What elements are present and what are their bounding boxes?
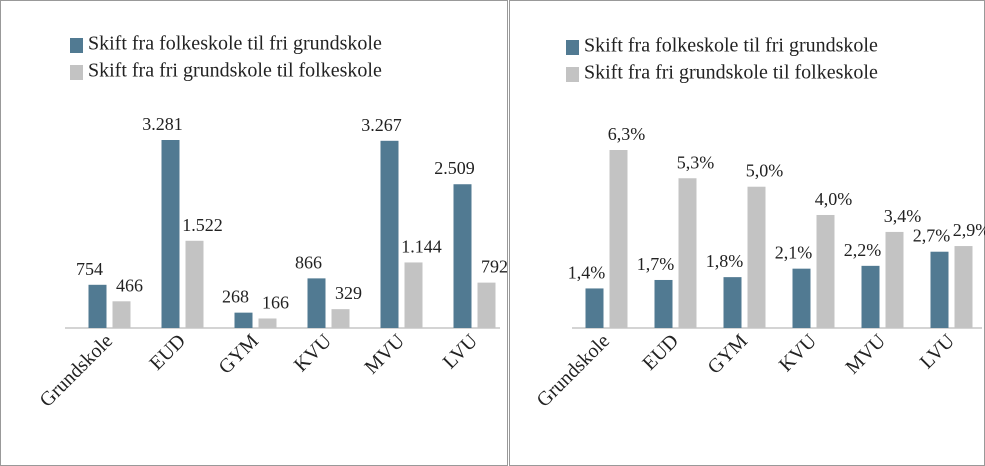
data-label: 329 [335,283,362,303]
bar [234,312,253,328]
bar [747,186,766,328]
data-label: 6,3% [608,124,646,144]
bar [585,288,604,328]
x-tick-label: MVU [841,330,890,379]
data-label: 4,0% [815,189,853,209]
x-tick-label: MVU [360,330,409,379]
data-label: 792 [481,257,508,277]
x-tick-label: EUD [145,330,190,375]
bar [678,178,697,328]
legend-swatch [566,40,579,55]
bar [816,214,835,328]
data-label: 466 [116,275,143,295]
data-label: 754 [76,259,103,279]
data-label: 866 [295,252,322,272]
legend-swatch [566,67,579,82]
x-tick-label: KVU [775,330,822,377]
data-label: 166 [262,292,289,312]
x-tick-label: LVU [439,330,483,374]
data-label: 3.281 [142,114,183,134]
data-label: 1,4% [568,262,606,282]
bar [88,284,107,328]
data-label: 2,2% [844,240,882,260]
data-label: 2,1% [775,243,813,263]
legend-swatch [70,38,83,53]
data-label: 2,9% [953,220,985,240]
data-label: 1,8% [706,251,744,271]
x-tick-label: GYM [703,330,752,379]
legend-label: Skift fra fri grundskole til folkeskole [88,60,382,82]
bar [161,140,180,328]
bar [380,140,399,328]
data-label: 3,4% [884,206,922,226]
data-label: 2.509 [434,158,475,178]
data-label: 1.522 [182,215,223,235]
x-tick-label: Grundskole [35,330,117,412]
bar [885,231,904,328]
bar [723,277,742,328]
x-tick-label: Grundskole [532,330,614,412]
bar [112,301,131,328]
data-label: 2,7% [913,226,951,246]
bar [930,251,949,328]
bar [331,309,350,328]
data-label: 5,0% [746,161,784,181]
x-tick-label: LVU [916,330,960,374]
legend-label: Skift fra folkeskole til fri grundskole [88,33,382,55]
bar [477,282,496,328]
data-label: 5,3% [677,152,715,172]
bar [609,150,628,328]
bar [954,246,973,328]
legend-swatch [70,65,83,80]
data-label: 1.144 [401,236,442,256]
x-tick-label: EUD [638,330,683,375]
x-tick-label: GYM [214,330,263,379]
bar [307,278,326,328]
bar [453,184,472,328]
bar [258,318,277,328]
legend-label: Skift fra fri grundskole til folkeskole [584,62,878,84]
bar [654,279,673,328]
data-label: 3.267 [361,115,402,135]
bar [185,240,204,328]
bar [404,262,423,328]
bar [861,265,880,328]
data-label: 268 [222,287,249,307]
legend-label: Skift fra folkeskole til fri grundskole [584,35,878,57]
x-tick-label: KVU [290,330,337,377]
data-label: 1,7% [637,254,675,274]
bar [792,268,811,328]
